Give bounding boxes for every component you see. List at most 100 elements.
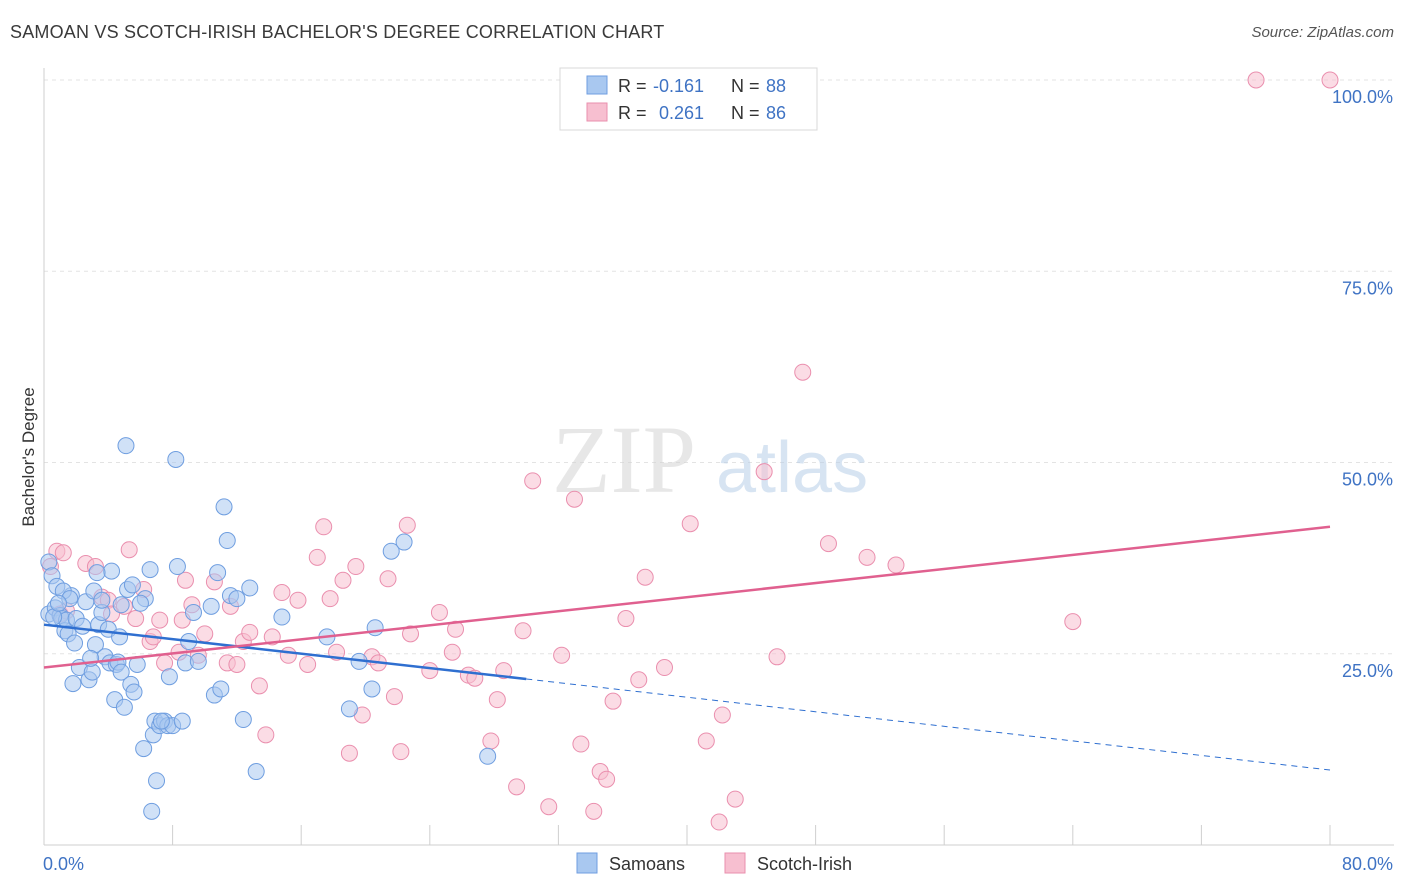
legend-r-value-1: -0.161	[653, 76, 704, 96]
scotch-irish-point-74	[636, 568, 654, 586]
scotch-irish-trend-line	[43, 525, 1331, 669]
scotch-irish-point-51	[402, 625, 420, 643]
bottom-legend-label-scotch-irish: Scotch-Irish	[757, 854, 852, 874]
samoans-point-53	[202, 597, 220, 615]
top-legend: R = -0.161 N = 88 R = 0.261 N = 86	[559, 67, 818, 131]
scotch-irish-point-60	[495, 662, 513, 680]
samoans-point-67	[363, 680, 381, 698]
samoans-point-69	[382, 542, 400, 560]
watermark-atlas: atlas	[716, 428, 868, 508]
scotch-irish-point-71	[604, 692, 622, 710]
y-axis-label: Bachelor's Degree	[19, 387, 38, 526]
scotch-irish-point-30	[250, 677, 268, 695]
samoans-point-65	[340, 700, 358, 718]
scotch-irish-point-79	[726, 790, 744, 808]
scotch-irish-point-67	[572, 735, 590, 753]
watermark: ZIP atlas	[552, 406, 868, 513]
samoans-point-20	[93, 591, 111, 609]
scotch-irish-point-81	[768, 648, 786, 666]
axes	[43, 68, 1394, 846]
scotch-irish-point-66	[565, 490, 583, 508]
samoans-point-33	[125, 683, 143, 701]
scotch-irish-point-70	[598, 770, 616, 788]
trend-lines	[43, 525, 1331, 771]
scotch-irish-point-50	[398, 516, 416, 534]
samoans-point-41	[148, 772, 166, 790]
scotch-irish-point-75	[655, 659, 673, 677]
samoans-point-35	[135, 740, 153, 758]
bottom-legend-swatch-scotch-irish	[724, 852, 746, 874]
samoans-point-61	[241, 579, 259, 597]
bottom-legend-swatch-samoans	[576, 852, 598, 874]
samoans-point-49	[173, 712, 191, 730]
legend-swatch-samoans	[586, 75, 608, 95]
samoans-point-12	[66, 634, 84, 652]
scotch-irish-point-3	[54, 544, 72, 562]
scotch-irish-point-36	[299, 655, 317, 673]
scotch-irish-point-49	[392, 743, 410, 761]
samoans-point-70	[395, 533, 413, 551]
samoans-point-79	[131, 594, 149, 612]
samoans-point-38	[143, 802, 161, 820]
scotch-irish-point-87	[1247, 71, 1265, 89]
scotch-irish-point-77	[697, 732, 715, 750]
samoans-point-52	[189, 652, 207, 670]
samoans-point-86	[152, 712, 170, 730]
scotch-irish-point-48	[385, 688, 403, 706]
scotch-irish-point-23	[196, 625, 214, 643]
samoans-point-29	[115, 698, 133, 716]
scotch-irish-point-58	[482, 732, 500, 750]
samoans-point-63	[273, 608, 291, 626]
legend-r-label-1: R =	[618, 76, 647, 96]
samoans-point-28	[112, 596, 130, 614]
scotch-irish-point-68	[585, 802, 603, 820]
scotch-irish-point-27	[228, 655, 246, 673]
scotch-irish-point-85	[887, 556, 905, 574]
y-tick-label-1: 50.0%	[1342, 470, 1393, 490]
samoans-point-68	[366, 619, 384, 637]
scotch-irish-point-64	[540, 798, 558, 816]
bottom-legend-label-samoans: Samoans	[609, 854, 685, 874]
chart-title: SAMOAN VS SCOTCH-IRISH BACHELOR'S DEGREE…	[10, 22, 665, 42]
scotch-irish-point-35	[289, 591, 307, 609]
scotch-irish-point-41	[334, 571, 352, 589]
scotch-irish-point-43	[347, 558, 365, 576]
scotch-irish-point-65	[553, 646, 571, 664]
scotch-irish-point-88	[1321, 71, 1339, 89]
scotch-irish-point-20	[176, 571, 194, 589]
samoans-point-84	[88, 564, 106, 582]
legend-n-label-2: N =	[731, 103, 760, 123]
y-tick-label-0: 25.0%	[1342, 661, 1393, 681]
legend-r-value-2: 0.261	[659, 103, 704, 123]
scotch-irish-point-73	[630, 671, 648, 689]
samoans-point-78	[123, 576, 141, 594]
samoans-trend-line	[43, 623, 527, 681]
samoans-point-27	[112, 663, 130, 681]
samoans-point-62	[247, 763, 265, 781]
source-label: Source: ZipAtlas.com	[1251, 24, 1394, 41]
samoans-point-11	[64, 675, 82, 693]
samoans-point-80	[184, 603, 202, 621]
scotch-irish-point-63	[524, 472, 542, 490]
scotch-irish-point-37	[308, 548, 326, 566]
samoans-point-60	[234, 711, 252, 729]
scotch-irish-point-33	[273, 584, 291, 602]
scotch-irish-point-34	[279, 646, 297, 664]
y-tick-label-2: 75.0%	[1342, 278, 1393, 298]
scotch-irish-point-54	[443, 643, 461, 661]
scotch-irish-point-42	[340, 744, 358, 762]
samoans-point-47	[167, 450, 185, 468]
x-tick-label-0: 0.0%	[43, 854, 84, 874]
bottom-legend: Samoans Scotch-Irish	[576, 852, 852, 874]
samoans-point-77	[103, 562, 121, 580]
samoans-trend-line-extension	[526, 678, 1331, 771]
samoans-point-55	[209, 564, 227, 582]
scotch-irish-point-84	[858, 548, 876, 566]
samoans-points	[40, 437, 497, 820]
samoans-point-0	[40, 553, 58, 571]
scotch-irish-point-80	[755, 463, 773, 481]
samoans-point-75	[74, 617, 92, 635]
samoans-point-71	[479, 747, 497, 765]
samoans-point-56	[212, 680, 230, 698]
